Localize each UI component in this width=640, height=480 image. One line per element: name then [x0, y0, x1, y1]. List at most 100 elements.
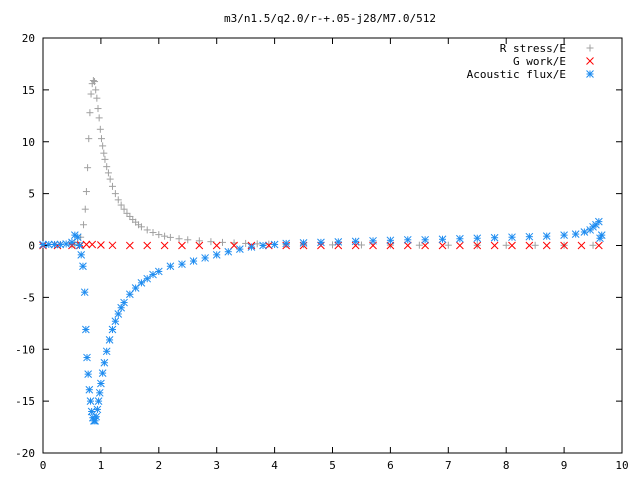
y-tick-label: -15	[15, 395, 35, 408]
data-point	[282, 239, 291, 248]
data-point	[106, 175, 114, 183]
data-point	[97, 379, 105, 388]
data-point	[299, 239, 308, 247]
data-point	[108, 182, 116, 190]
data-point	[166, 233, 174, 241]
data-point	[114, 196, 122, 204]
chart-title: m3/n1.5/q2.0/r-+.05-j28/M7.0/512	[224, 12, 436, 25]
data-point	[178, 260, 186, 269]
data-point	[230, 241, 238, 250]
data-point	[126, 212, 134, 220]
data-point	[571, 230, 580, 238]
legend-marker-r-stress-e	[586, 44, 594, 52]
data-point	[108, 241, 117, 250]
data-point	[334, 241, 343, 250]
data-point	[438, 235, 447, 244]
data-point	[421, 235, 429, 244]
data-point	[155, 231, 163, 239]
data-point	[224, 247, 233, 256]
data-point	[596, 234, 604, 243]
data-point	[143, 241, 152, 250]
data-point	[508, 241, 516, 250]
data-point	[86, 109, 94, 117]
data-point	[97, 135, 105, 143]
data-point	[77, 250, 86, 259]
legend: R stress/E G work/E Acoustic flux/E	[467, 42, 594, 81]
data-point	[79, 262, 87, 271]
data-point	[93, 94, 101, 102]
data-point	[80, 221, 88, 229]
data-point	[154, 267, 163, 276]
data-point	[91, 78, 99, 86]
data-point	[143, 226, 151, 234]
data-point	[490, 233, 499, 242]
x-tick-label: 3	[213, 459, 220, 472]
data-point	[82, 188, 90, 196]
data-point	[149, 229, 157, 237]
data-point	[195, 237, 203, 245]
data-point	[97, 241, 105, 249]
data-point	[490, 241, 499, 250]
data-point	[73, 233, 82, 242]
y-tick-label: 20	[22, 32, 35, 45]
y-tick-label: 0	[28, 240, 35, 253]
data-point	[403, 235, 412, 244]
data-point	[178, 241, 186, 250]
x-tick-label: 2	[155, 459, 162, 472]
data-point	[125, 290, 134, 299]
y-tick-label: 15	[22, 84, 35, 97]
data-point	[351, 237, 360, 246]
data-point	[357, 241, 365, 249]
data-point	[62, 240, 71, 248]
data-point	[103, 163, 111, 171]
data-point	[577, 241, 586, 250]
series-layer	[39, 77, 606, 425]
data-point	[100, 358, 109, 367]
x-tick-label: 5	[329, 459, 336, 472]
data-point	[75, 241, 84, 250]
y-tick-label: 10	[22, 136, 35, 149]
data-point	[236, 245, 244, 253]
x-axis: 0 1 2 3 4 5 6 7 8 9 10	[40, 38, 629, 472]
data-point	[88, 240, 97, 249]
x-tick-label: 10	[615, 459, 628, 472]
data-point	[80, 288, 89, 297]
data-point	[92, 86, 100, 94]
legend-label-r-stress: R stress/E	[500, 42, 566, 55]
data-point	[104, 169, 112, 177]
data-point	[438, 241, 447, 250]
data-point	[94, 397, 103, 405]
data-point	[84, 164, 92, 172]
data-point	[415, 241, 423, 249]
data-point	[594, 241, 603, 250]
data-point	[473, 234, 482, 243]
data-point	[525, 232, 534, 241]
data-point	[184, 236, 192, 244]
x-tick-label: 4	[271, 459, 278, 472]
x-tick-label: 9	[561, 459, 568, 472]
data-point	[175, 235, 183, 243]
data-point	[270, 240, 279, 249]
data-point	[195, 241, 204, 250]
x-tick-label: 0	[40, 459, 47, 472]
data-point	[589, 241, 597, 249]
legend-markers	[586, 44, 594, 78]
data-point	[386, 236, 395, 245]
data-point	[84, 370, 93, 379]
data-point	[317, 238, 325, 247]
data-point	[125, 241, 134, 250]
data-point	[421, 241, 429, 250]
data-point	[114, 310, 123, 318]
x-tick-label: 1	[98, 459, 105, 472]
data-point	[369, 236, 377, 245]
data-point	[101, 155, 109, 163]
data-point	[542, 232, 551, 241]
data-point	[160, 241, 169, 250]
data-point	[81, 325, 90, 334]
data-point	[166, 262, 175, 271]
legend-label-acoustic-flux: Acoustic flux/E	[467, 68, 566, 81]
data-point	[259, 241, 267, 250]
data-point	[95, 114, 103, 122]
data-point	[403, 241, 412, 250]
y-tick-label: 5	[28, 188, 35, 201]
